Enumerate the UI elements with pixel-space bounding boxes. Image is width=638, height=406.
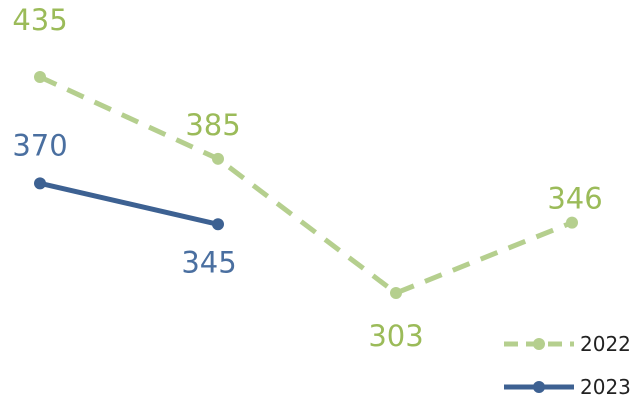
legend-item-2022: 2022 — [504, 332, 631, 356]
series-2023-line — [39, 180, 219, 227]
legend-series-2022-label: 2022 — [580, 332, 631, 356]
series-2023-data-label: 345 — [181, 245, 236, 279]
legend-series-2022-marker — [533, 338, 545, 350]
series-2022-data-label: 435 — [12, 3, 67, 37]
series-2022-point — [390, 287, 402, 299]
legend-series-2023-label: 2023 — [580, 375, 631, 399]
series-2022-data-label: 303 — [368, 319, 423, 353]
series-2023-data-label: 370 — [12, 128, 67, 162]
data-label-layer: 435 385 303 346 370 345 — [12, 3, 602, 353]
series-2023-point — [34, 177, 46, 190]
series-2022-point — [34, 71, 46, 83]
legend-item-2023: 2023 — [504, 375, 631, 399]
series-2023-point — [212, 218, 224, 231]
series-2022-line — [38, 74, 573, 296]
legend-series-2023-marker — [533, 381, 545, 393]
series-2022-point — [566, 216, 578, 229]
series-layer — [34, 71, 578, 299]
series-2022-data-label: 346 — [547, 182, 602, 216]
legend: 2022 2023 — [504, 332, 631, 399]
series-2022-point — [212, 152, 224, 165]
series-2022-data-label: 385 — [185, 108, 240, 142]
